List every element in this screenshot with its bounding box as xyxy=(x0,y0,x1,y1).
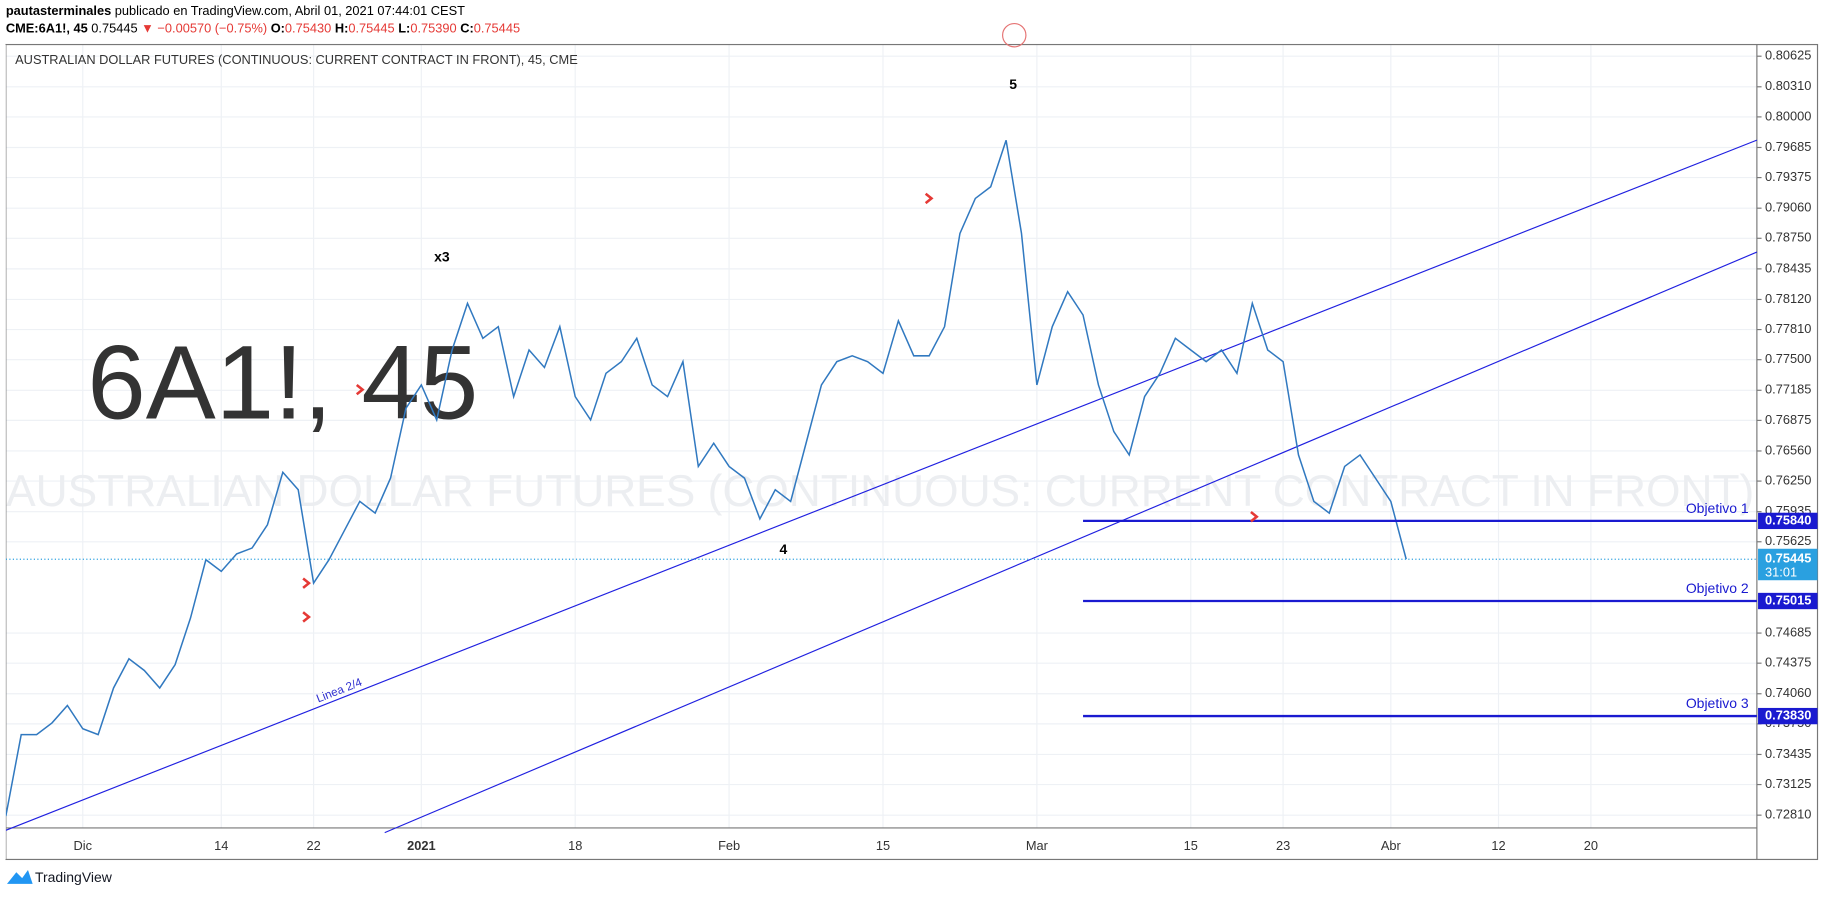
logo-mark xyxy=(6,869,33,884)
target-tag xyxy=(1758,592,1818,610)
ohlc-key: O: xyxy=(271,21,285,36)
trend-line xyxy=(384,251,1758,834)
arrows xyxy=(302,192,1259,623)
wave-label: 5 xyxy=(1009,76,1017,92)
y-tick-label: 0.78120 xyxy=(1765,291,1811,306)
chart-title: AUSTRALIAN DOLLAR FUTURES (CONTINUOUS: C… xyxy=(15,52,578,67)
y-tick-label: 0.78435 xyxy=(1765,260,1811,275)
arrow xyxy=(924,192,934,205)
x-tick-label: 15 xyxy=(876,838,890,853)
y-tick-label: 0.80000 xyxy=(1765,108,1811,123)
ohlc-value: 0.75430 xyxy=(285,21,331,36)
y-tick-label: 0.77500 xyxy=(1765,351,1811,366)
x-tick-label: 15 xyxy=(1184,838,1198,853)
y-tick-label: 0.76560 xyxy=(1765,442,1811,457)
y-tick-label: 0.80310 xyxy=(1765,78,1811,93)
wave-label: 4 xyxy=(780,541,788,557)
last-price-tag xyxy=(1758,548,1818,581)
target-name: Objetivo 2 xyxy=(1686,580,1749,596)
header-line-2: CME:6A1!, 45 0.75445 ▼ −0.00570 (−0.75%)… xyxy=(6,21,520,36)
x-tick-label: 12 xyxy=(1491,838,1505,853)
footer: TradingView xyxy=(35,869,113,885)
x-tick-label: 23 xyxy=(1276,838,1290,853)
y-tick-label: 0.74685 xyxy=(1765,624,1811,639)
y-tick-label: 0.79685 xyxy=(1765,139,1811,154)
arrow xyxy=(355,383,365,396)
y-tick-label: 0.72810 xyxy=(1765,807,1811,822)
y-tick-label: 0.77810 xyxy=(1765,321,1811,336)
ohlc-key: C: xyxy=(460,21,474,36)
y-tick-label: 0.73125 xyxy=(1765,776,1811,791)
marker xyxy=(1002,22,1027,48)
watermark-subtitle: AUSTRALIAN DOLLAR FUTURES (CONTINUOUS: C… xyxy=(6,467,1754,516)
y-tick-label: 0.73435 xyxy=(1765,746,1811,761)
y-tick-label: 0.75625 xyxy=(1765,533,1811,548)
target-value-label: 0.75840 xyxy=(1765,512,1811,527)
target-value-label: 0.73830 xyxy=(1765,707,1811,722)
x-tick-label: 14 xyxy=(214,838,228,853)
y-tick-label: 0.74375 xyxy=(1765,655,1811,670)
last-price-timer: 31:01 xyxy=(1765,565,1797,580)
target-name: Objetivo 1 xyxy=(1686,500,1749,516)
x-tick-label: Feb xyxy=(718,838,740,853)
logo xyxy=(6,869,33,884)
ohlc-value: 0.75445 xyxy=(348,21,394,36)
symbol: CME:6A1!, 45 xyxy=(6,21,88,36)
ohlc-key: L: xyxy=(398,21,410,36)
y-tick-label: 0.76250 xyxy=(1765,472,1811,487)
header-line-1: pautasterminales publicado en TradingVie… xyxy=(6,3,465,18)
mask xyxy=(0,44,6,860)
grid xyxy=(5,44,1757,828)
last-price-label: 0.75445 xyxy=(1765,551,1811,566)
x-tick-label: 2021 xyxy=(407,838,436,853)
plot xyxy=(5,140,1757,817)
arrow xyxy=(302,577,311,589)
arrow xyxy=(1250,511,1259,523)
target-name: Objetivo 3 xyxy=(1686,695,1749,711)
wave-label: x3 xyxy=(434,249,450,265)
last: 0.75445 xyxy=(91,21,137,36)
target-tag xyxy=(1758,707,1818,725)
y-tick-label: 0.79375 xyxy=(1765,169,1811,184)
x-tick-label: Mar xyxy=(1026,838,1049,853)
ohlc-value: 0.75445 xyxy=(474,21,520,36)
arrow xyxy=(302,611,311,623)
y-tick-label: 0.80625 xyxy=(1765,48,1811,63)
price-line xyxy=(5,140,1407,817)
watermark: 6A1!, 45 xyxy=(87,325,478,442)
trend-line xyxy=(5,139,1758,831)
target-tag xyxy=(1758,512,1818,530)
y-tick-label: 0.79060 xyxy=(1765,200,1811,215)
ohlc-key: H: xyxy=(335,21,349,36)
x-tick-label: 18 xyxy=(568,838,582,853)
x-tick-label: 20 xyxy=(1584,838,1598,853)
y-tick-label: 0.74060 xyxy=(1765,685,1811,700)
x-tick-label: 22 xyxy=(306,838,320,853)
author: pautasterminales xyxy=(6,3,111,18)
y-tick-label: 0.76875 xyxy=(1765,412,1811,427)
x-tick-label: Abr xyxy=(1381,838,1402,853)
ohlc-value: 0.75390 xyxy=(410,21,456,36)
target-value-label: 0.75015 xyxy=(1765,592,1811,607)
published: publicado en TradingView.com, Abril 01, … xyxy=(115,3,465,18)
change: ▼ −0.00570 (−0.75%) xyxy=(141,21,267,36)
x-tick-label: Dic xyxy=(74,838,93,853)
y-tick-label: 0.77185 xyxy=(1765,382,1811,397)
y-tick-label: 0.78750 xyxy=(1765,230,1811,245)
